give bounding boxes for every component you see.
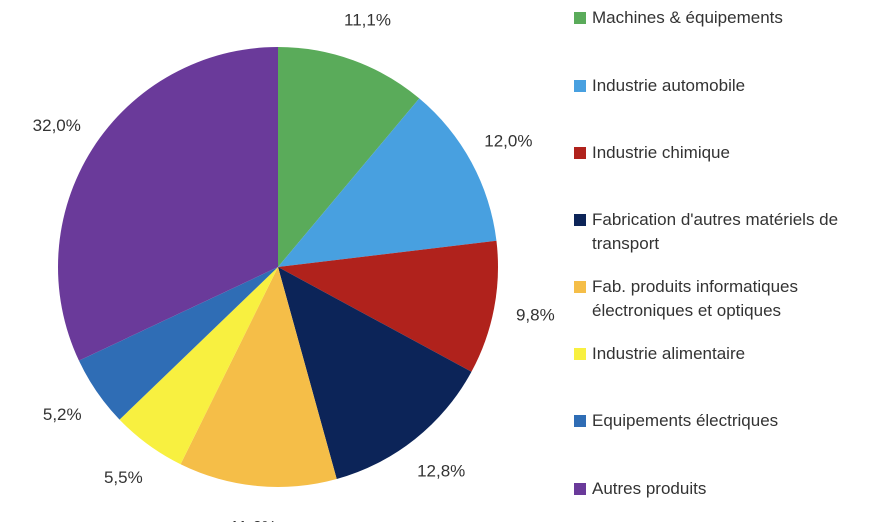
- legend-swatch: [574, 214, 586, 226]
- legend-swatch: [574, 12, 586, 24]
- legend-item: Machines & équipements: [574, 6, 864, 30]
- legend-swatch: [574, 415, 586, 427]
- data-label: 5,2%: [43, 405, 82, 424]
- data-label: 11,1%: [344, 10, 391, 29]
- pie-slice: [278, 98, 497, 267]
- data-label: 9,8%: [516, 306, 555, 325]
- data-label: 11,6%: [230, 517, 277, 522]
- pie-slice: [58, 47, 278, 361]
- legend-label: Industrie alimentaire: [592, 344, 746, 363]
- legend-label: Industrie automobile: [592, 76, 746, 95]
- legend-swatch: [574, 80, 586, 92]
- legend-swatch: [574, 147, 586, 159]
- legend-item: Equipements électriques: [574, 409, 864, 433]
- legend-label: Autres produits: [592, 479, 707, 498]
- legend-swatch: [574, 281, 586, 293]
- data-label: 32,0%: [33, 116, 81, 135]
- pie-slice: [278, 267, 472, 480]
- pie-slice: [78, 267, 278, 420]
- pie-slice: [278, 47, 420, 267]
- legend-label: Machines & équipements: [592, 8, 783, 27]
- data-label: 12,8%: [417, 461, 465, 480]
- pie-slice: [180, 267, 337, 487]
- legend-label: Fab. produits informatiques électronique…: [592, 277, 798, 320]
- legend-label: Equipements électriques: [592, 411, 779, 430]
- legend-item: Industrie alimentaire: [574, 342, 864, 366]
- data-label: 5,5%: [104, 468, 143, 487]
- legend-item: Fab. produits informatiques électronique…: [574, 275, 864, 323]
- legend-label: Fabrication d'autres matériels de transp…: [592, 210, 839, 253]
- pie-slice: [278, 240, 498, 372]
- legend-item: Fabrication d'autres matériels de transp…: [574, 208, 864, 256]
- pie-slice: [119, 267, 278, 465]
- legend-label: Industrie chimique: [592, 143, 730, 162]
- legend-item: Industrie chimique: [574, 141, 864, 165]
- legend-item: Autres produits: [574, 477, 864, 501]
- legend-swatch: [574, 483, 586, 495]
- legend-item: Industrie automobile: [574, 74, 864, 98]
- data-label: 12,0%: [484, 132, 532, 151]
- legend-swatch: [574, 348, 586, 360]
